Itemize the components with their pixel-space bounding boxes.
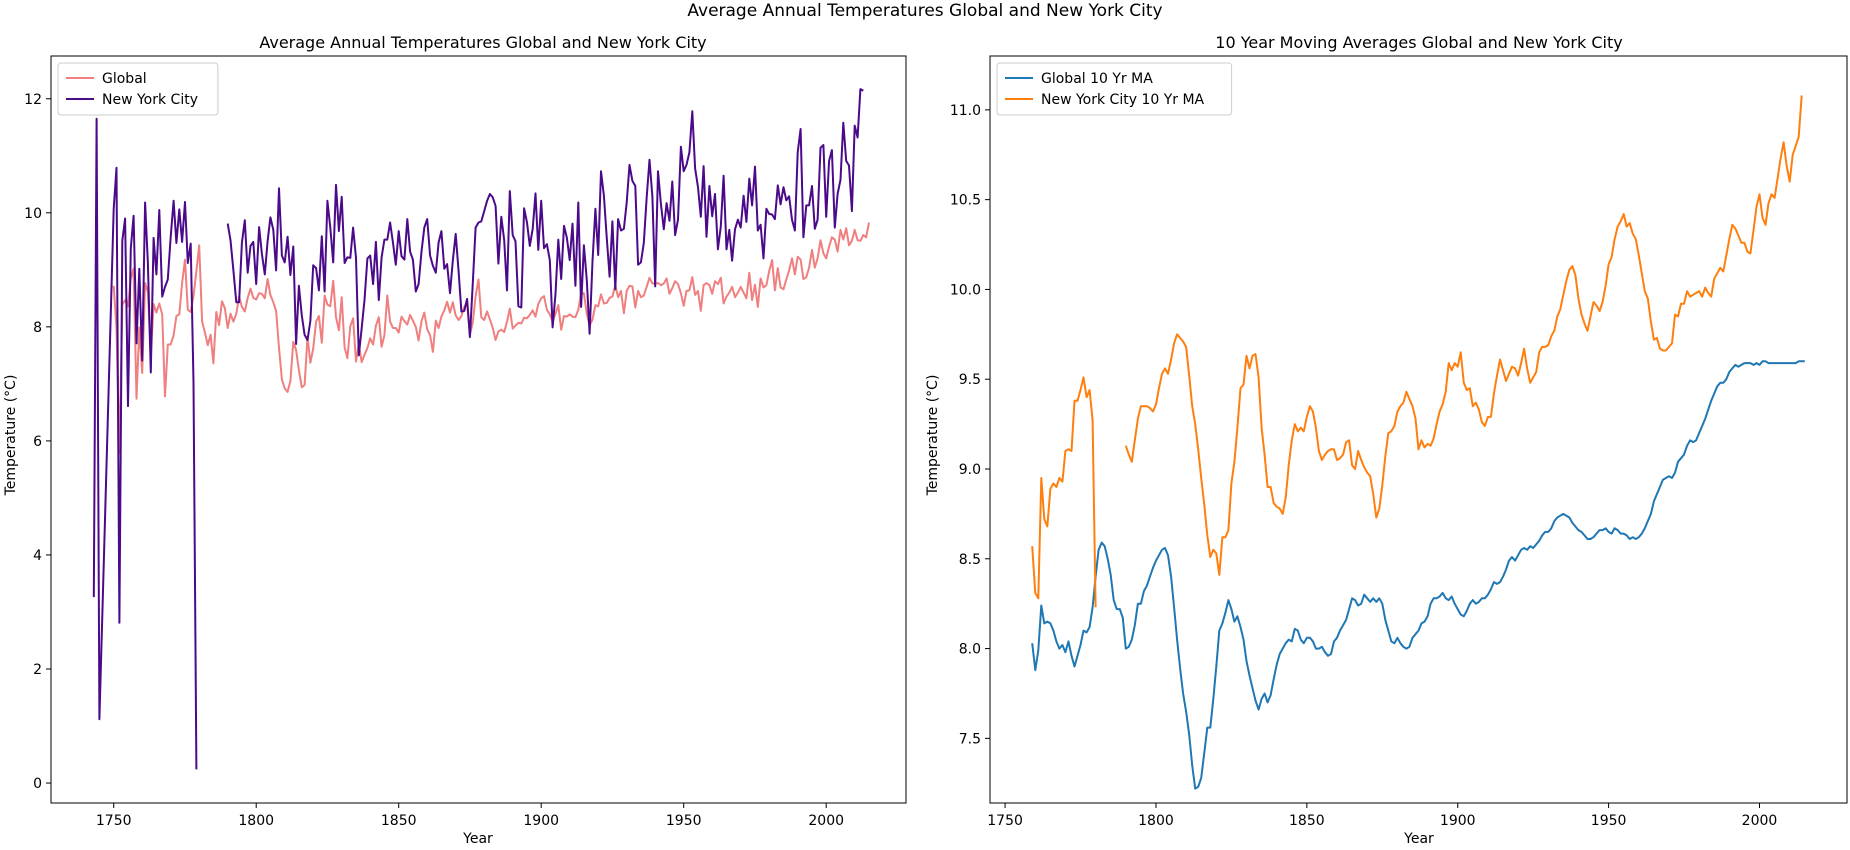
right-chart-y-tick-label-0: 7.5: [959, 731, 981, 747]
left-chart-xlabel: Year: [462, 831, 493, 847]
right-chart-y-tick-label-5: 10.0: [950, 282, 981, 298]
left-chart-y-tick-label-2: 4: [33, 548, 42, 564]
right-chart-x-tick-label-3: 1900: [1440, 813, 1476, 829]
left-chart-legend: Global New York City: [57, 62, 219, 116]
left-chart-y-tick-label-4: 8: [33, 320, 42, 336]
left-chart-ylabel: Temperature (°C): [3, 375, 19, 497]
left-chart-x-tick-label-4: 1950: [666, 813, 702, 829]
right-chart-x-tick-label-5: 2000: [1742, 813, 1778, 829]
left-chart-y-tick-label-1: 2: [33, 662, 42, 678]
right-chart-y-tick-label-4: 9.5: [959, 372, 981, 388]
figure-suptitle: Average Annual Temperatures Global and N…: [687, 1, 1162, 21]
left-chart-x-tick-label-1: 1800: [238, 813, 274, 829]
right-chart-y-tick-label-2: 8.5: [959, 552, 981, 568]
right-chart-x-tick-label-4: 1950: [1591, 813, 1627, 829]
right-chart-legend: Global 10 Yr MA New York City 10 Yr MA: [996, 62, 1233, 116]
left-chart-legend-label-1: New York City: [102, 92, 198, 108]
left-chart-y-tick-label-0: 0: [33, 776, 42, 792]
left-chart-panel: Average Annual Temperatures Global and N…: [3, 33, 907, 847]
right-chart-series-line-0: [1031, 360, 1805, 790]
left-chart-x-tick-label-2: 1850: [381, 813, 417, 829]
right-chart-legend-label-1: New York City 10 Yr MA: [1041, 92, 1205, 108]
right-chart-x-tick-label-0: 1750: [987, 813, 1023, 829]
left-chart-legend-box: [57, 62, 219, 116]
right-chart-legend-label-0: Global 10 Yr MA: [1041, 71, 1153, 87]
left-chart-series-line-1: [92, 88, 864, 770]
right-chart-x-tick-label-2: 1850: [1289, 813, 1325, 829]
left-chart-x-tick-label-5: 2000: [808, 813, 844, 829]
right-chart-series-line-1: [1031, 95, 1803, 608]
left-chart-legend-label-0: Global: [102, 71, 147, 87]
right-chart-x-tick-label-1: 1800: [1138, 813, 1174, 829]
right-chart-ylabel: Temperature (°C): [925, 375, 941, 497]
right-chart-panel: 10 Year Moving Averages Global and New Y…: [925, 33, 1848, 847]
right-chart-legend-box: [996, 62, 1233, 116]
right-chart-y-tick-label-1: 8.0: [959, 642, 981, 658]
left-chart-y-tick-label-3: 6: [33, 434, 42, 450]
right-chart-y-tick-label-7: 11.0: [950, 103, 981, 119]
left-chart-y-tick-label-5: 10: [24, 206, 42, 222]
left-chart-axes-frame: [50, 55, 907, 804]
right-chart-axes-frame: [989, 55, 1848, 804]
right-chart-y-tick-label-6: 10.5: [950, 193, 981, 209]
right-chart-xlabel: Year: [1403, 831, 1434, 847]
left-chart-x-tick-label-3: 1900: [523, 813, 559, 829]
right-chart-title: 10 Year Moving Averages Global and New Y…: [1215, 33, 1622, 52]
left-chart-x-tick-label-0: 1750: [96, 813, 132, 829]
right-chart-y-tick-label-3: 9.0: [959, 462, 981, 478]
left-chart-title: Average Annual Temperatures Global and N…: [259, 33, 706, 52]
left-chart-y-tick-label-6: 12: [24, 92, 42, 108]
